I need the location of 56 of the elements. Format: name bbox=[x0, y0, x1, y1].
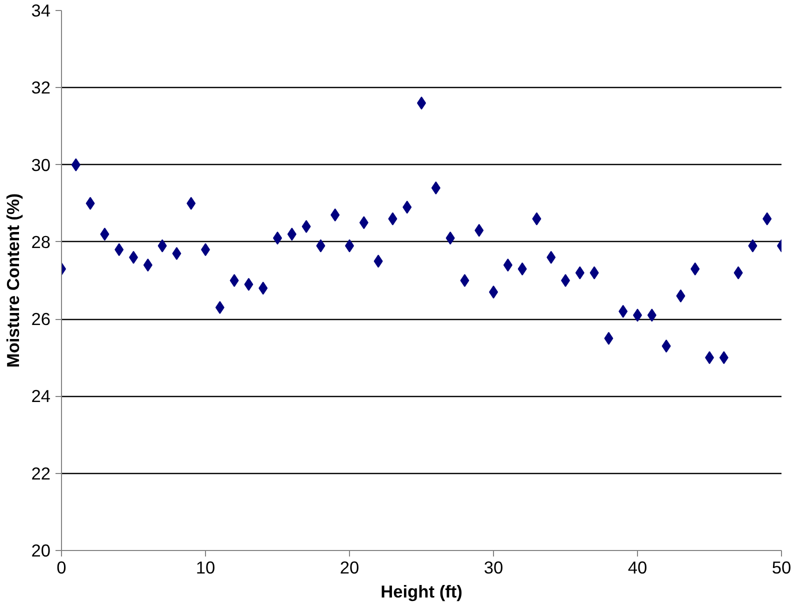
point bbox=[71, 158, 80, 172]
point bbox=[546, 250, 556, 264]
y-tick-label: 32 bbox=[31, 78, 51, 98]
point bbox=[518, 262, 527, 276]
y-tick-label: 20 bbox=[31, 540, 51, 560]
point bbox=[719, 351, 728, 364]
point bbox=[748, 239, 758, 252]
point bbox=[474, 224, 484, 237]
point bbox=[244, 278, 254, 291]
point bbox=[575, 266, 584, 280]
x-tick-label: 30 bbox=[484, 558, 504, 578]
point bbox=[359, 216, 368, 230]
x-tick-label: 50 bbox=[772, 558, 792, 578]
point bbox=[446, 232, 455, 245]
point bbox=[100, 228, 110, 241]
point bbox=[590, 266, 599, 280]
y-axis-title: Moisture Content (%) bbox=[3, 193, 24, 368]
point bbox=[316, 239, 326, 252]
point bbox=[460, 274, 470, 287]
y-tick-label: 22 bbox=[31, 463, 51, 484]
x-tick-label: 40 bbox=[628, 558, 648, 578]
point bbox=[215, 301, 224, 314]
point bbox=[402, 200, 412, 214]
point bbox=[762, 212, 772, 226]
point bbox=[330, 208, 340, 222]
point bbox=[604, 332, 614, 345]
point bbox=[676, 289, 686, 302]
point bbox=[662, 340, 671, 353]
y-tick-label: 24 bbox=[31, 386, 51, 406]
point bbox=[143, 258, 152, 272]
point bbox=[532, 212, 542, 226]
x-axis-title: Height (ft) bbox=[380, 582, 462, 602]
y-tick-label: 34 bbox=[31, 0, 51, 20]
point bbox=[431, 181, 440, 194]
y-tick-label: 30 bbox=[31, 154, 51, 175]
point bbox=[287, 228, 296, 241]
point bbox=[388, 212, 398, 226]
point bbox=[186, 196, 196, 210]
y-tick-label: 28 bbox=[31, 232, 51, 252]
point bbox=[690, 262, 700, 276]
point bbox=[258, 282, 268, 295]
point bbox=[647, 308, 656, 322]
point bbox=[86, 196, 95, 210]
point bbox=[734, 266, 743, 280]
point bbox=[172, 247, 182, 260]
point bbox=[114, 243, 124, 256]
point bbox=[302, 220, 311, 233]
x-tick-label: 0 bbox=[56, 558, 66, 578]
x-tick-label: 10 bbox=[196, 558, 216, 578]
y-tick-label: 26 bbox=[31, 309, 51, 330]
x-tick-label: 20 bbox=[340, 558, 360, 578]
point bbox=[230, 274, 239, 287]
point bbox=[618, 304, 628, 318]
point bbox=[374, 254, 383, 268]
point bbox=[158, 239, 167, 252]
point bbox=[503, 258, 512, 272]
